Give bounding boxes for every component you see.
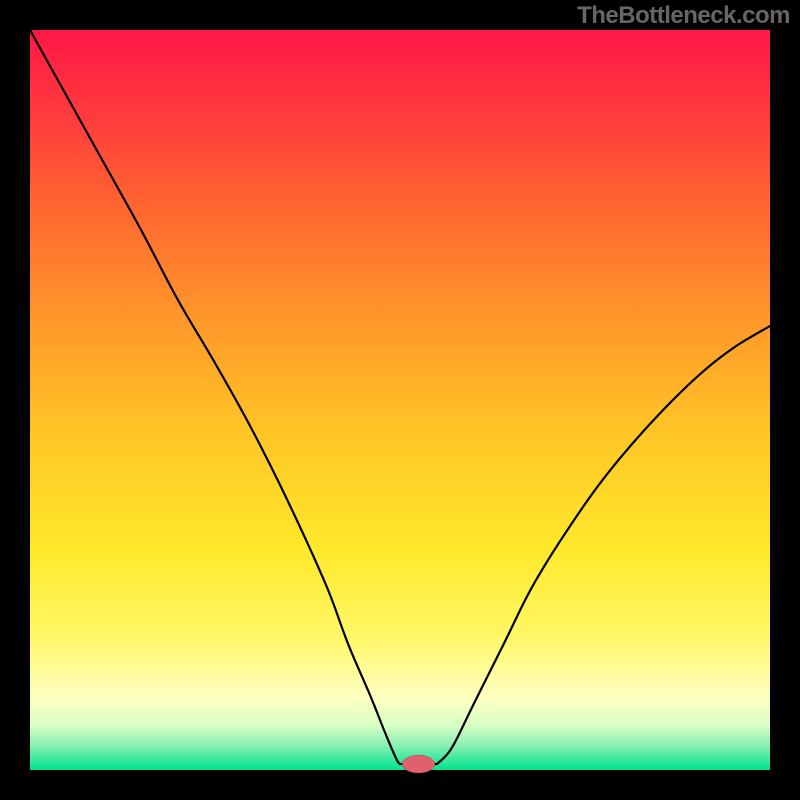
bottleneck-chart — [0, 0, 800, 800]
optimal-point-marker — [402, 755, 435, 773]
chart-canvas: TheBottleneck.com — [0, 0, 800, 800]
watermark-text: TheBottleneck.com — [577, 2, 790, 30]
